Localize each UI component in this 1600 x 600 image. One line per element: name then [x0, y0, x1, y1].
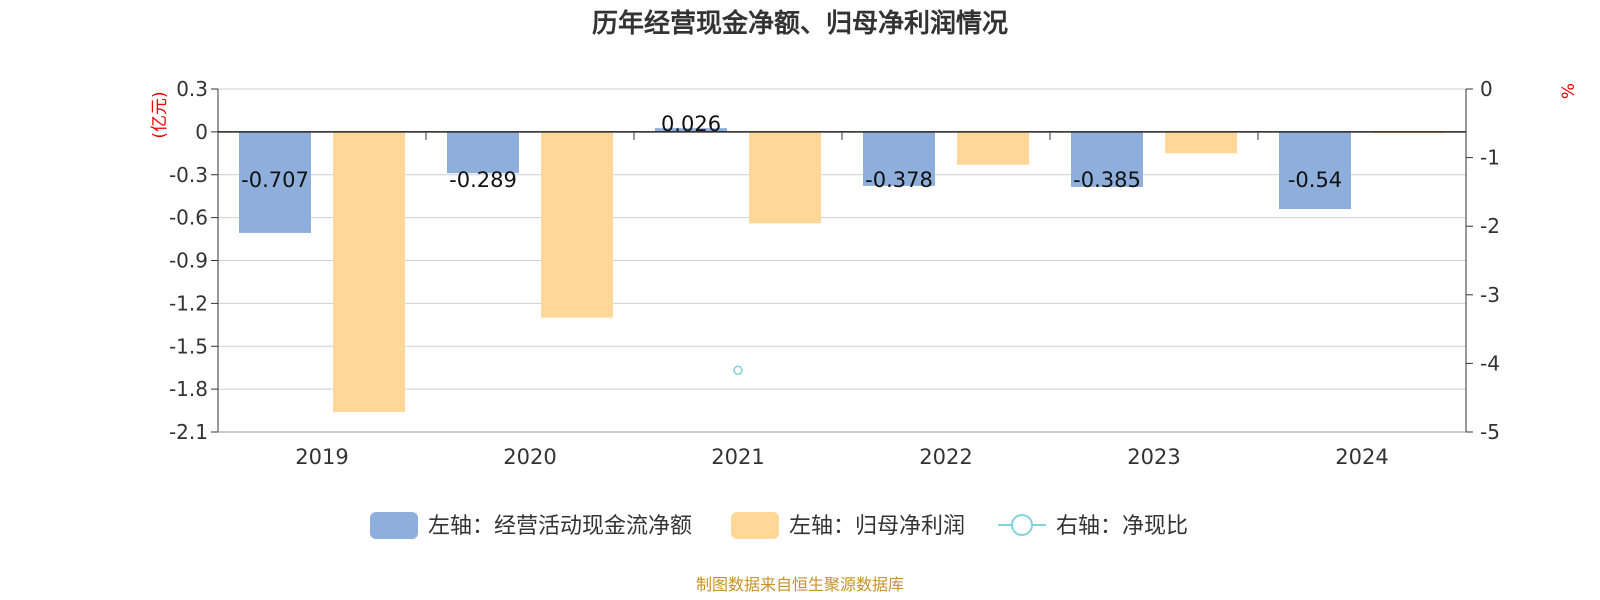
net-profit-bar: [749, 131, 821, 224]
bar-group: [239, 128, 1445, 412]
data-labels: -0.707 -0.289 0.026 -0.378 -0.385 -0.54: [241, 112, 1342, 192]
legend-label[interactable]: 左轴：归母净利润: [789, 514, 965, 539]
x-tick-label: 2024: [1335, 445, 1388, 469]
left-tick-label: -1.5: [169, 334, 208, 358]
left-tick-label: -0.9: [169, 249, 208, 273]
left-tick-label: 0: [195, 120, 208, 144]
x-tick-label: 2023: [1127, 445, 1180, 469]
chart-title: 历年经营现金净额、归母净利润情况: [592, 8, 1008, 39]
left-tick-label: -1.8: [169, 377, 208, 401]
legend[interactable]: 左轴：经营活动现金流净额 左轴：归母净利润 右轴：净现比: [370, 512, 1188, 539]
left-tick-label: -2.1: [169, 420, 208, 444]
right-tick-label: -4: [1480, 351, 1500, 375]
right-tick-label: 0: [1480, 77, 1493, 101]
cashflow-data-label: -0.385: [1073, 168, 1141, 192]
left-tick-label: -0.3: [169, 163, 208, 187]
right-tick-label: -2: [1480, 214, 1500, 238]
legend-swatch-net-profit[interactable]: [731, 512, 779, 539]
cashflow-data-label: -0.54: [1288, 168, 1342, 192]
cashflow-bar: [447, 131, 519, 174]
x-tick-label: 2022: [919, 445, 972, 469]
legend-marker-net-cash-ratio[interactable]: [1011, 514, 1033, 536]
cashflow-data-label: 0.026: [661, 112, 721, 136]
cashflow-bar: [863, 131, 935, 186]
left-tick-label: -0.6: [169, 206, 208, 230]
legend-label[interactable]: 左轴：经营活动现金流净额: [428, 514, 692, 539]
net-profit-bar: [1165, 131, 1237, 154]
cashflow-data-label: -0.707: [241, 168, 309, 192]
line-points: [733, 365, 743, 376]
cashflow-data-label: -0.378: [865, 168, 933, 192]
right-tick-label: -1: [1480, 146, 1500, 170]
legend-label[interactable]: 右轴：净现比: [1056, 514, 1188, 539]
x-tick-label: 2019: [295, 445, 348, 469]
cashflow-data-label: -0.289: [449, 168, 517, 192]
net-cash-ratio-point: [733, 365, 743, 376]
right-tick-label: -5: [1480, 420, 1500, 444]
cashflow-bar: [655, 128, 727, 132]
cashflow-bar: [239, 131, 311, 233]
x-tick-label: 2020: [503, 445, 556, 469]
right-axis-unit: %: [1559, 83, 1579, 99]
right-tick-label: -3: [1480, 283, 1500, 307]
cashflow-bar: [1071, 131, 1143, 187]
x-tick-label: 2021: [711, 445, 764, 469]
net-profit-bar: [541, 131, 613, 318]
net-profit-bar: [333, 131, 405, 412]
gridlines: [218, 88, 1466, 433]
net-profit-bar: [957, 131, 1029, 165]
axes: 0.3 0 -0.3 -0.6 -0.9 -1.2 -1.5 -1.8 -2.1 0 -1 -2 -3 -…: [169, 77, 1500, 469]
legend-swatch-cashflow[interactable]: [370, 512, 418, 539]
left-tick-label: 0.3: [176, 77, 208, 101]
cashflow-bar: [1279, 131, 1351, 210]
source-note: 制图数据来自恒生聚源数据库: [696, 575, 904, 594]
left-axis-unit: (亿元): [150, 91, 170, 138]
left-tick-label: -1.2: [169, 291, 208, 315]
